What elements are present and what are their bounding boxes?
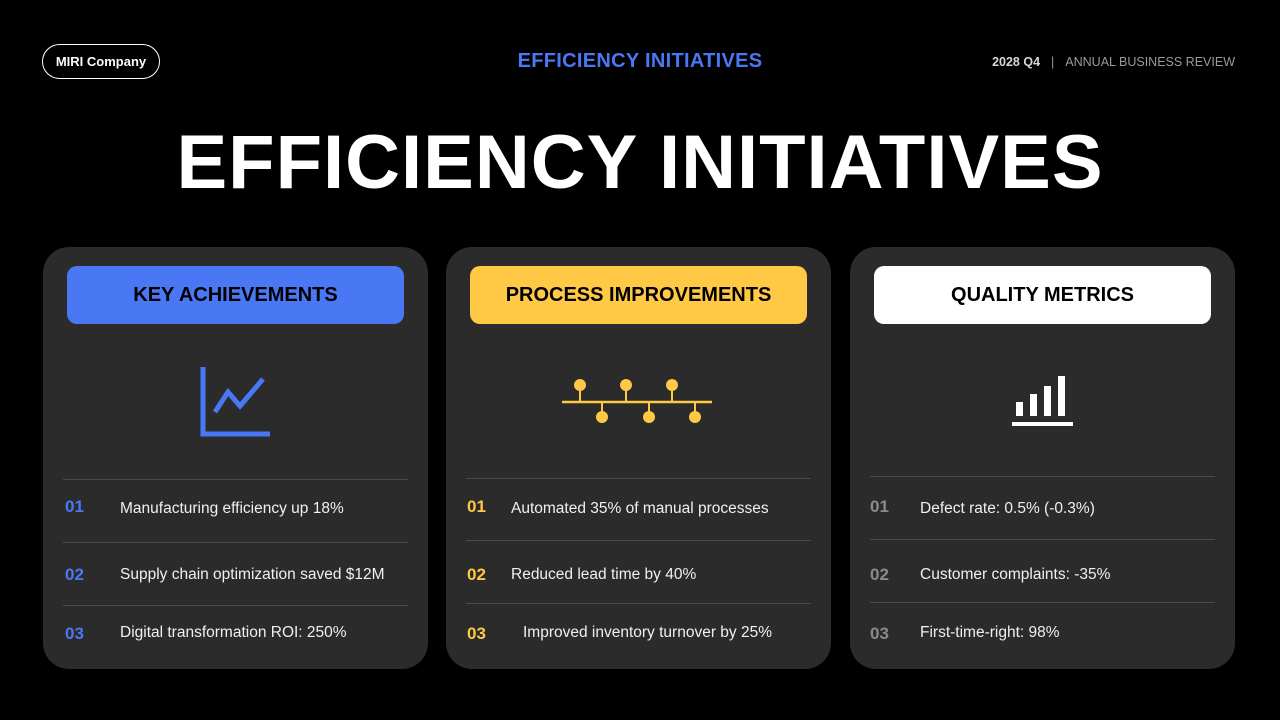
divider <box>870 476 1215 477</box>
header-separator: | <box>1051 55 1055 69</box>
review-label: ANNUAL BUSINESS REVIEW <box>1065 55 1235 69</box>
divider <box>466 478 811 479</box>
divider <box>870 602 1215 603</box>
header-meta: 2028 Q4 | ANNUAL BUSINESS REVIEW <box>992 55 1235 69</box>
item-number: 02 <box>467 565 486 584</box>
divider <box>466 603 811 604</box>
item-text: Improved inventory turnover by 25% <box>523 624 772 641</box>
item-number: 02 <box>870 565 889 584</box>
card-key-achievements: KEY ACHIEVEMENTS 01 Manufacturing effici… <box>43 247 428 669</box>
item-number: 01 <box>870 497 889 516</box>
divider <box>466 540 811 541</box>
header-section-title: EFFICIENCY INITIATIVES <box>517 50 763 72</box>
line-chart-icon <box>200 367 270 437</box>
divider <box>63 605 408 606</box>
item-number: 02 <box>65 565 84 584</box>
divider <box>63 542 408 543</box>
page-title: EFFICIENCY INITIATIVES <box>176 120 1104 205</box>
item-text: Reduced lead time by 40% <box>511 566 697 583</box>
card-title-key-achievements: KEY ACHIEVEMENTS <box>67 266 404 324</box>
item-text: First-time-right: 98% <box>920 624 1060 641</box>
period-label: 2028 Q4 <box>992 55 1041 69</box>
bar-chart-icon <box>1012 376 1073 426</box>
item-number: 03 <box>65 624 84 643</box>
divider <box>63 479 408 480</box>
item-number: 01 <box>65 497 84 516</box>
timeline-icon <box>562 379 712 423</box>
item-text: Manufacturing efficiency up 18% <box>120 500 344 517</box>
company-badge: MIRI Company <box>42 44 160 79</box>
card-process-improvements: PROCESS IMPROVEMENTS 01 Automated 35% of… <box>446 247 831 669</box>
item-number: 01 <box>467 497 486 516</box>
divider <box>870 539 1215 540</box>
item-text: Defect rate: 0.5% (-0.3%) <box>920 500 1095 517</box>
card-title-quality-metrics: QUALITY METRICS <box>874 266 1211 324</box>
item-number: 03 <box>870 624 889 643</box>
item-text: Supply chain optimization saved $12M <box>120 566 385 583</box>
card-title-process-improvements: PROCESS IMPROVEMENTS <box>470 266 807 324</box>
item-text: Automated 35% of manual processes <box>511 500 769 517</box>
item-text: Digital transformation ROI: 250% <box>120 624 347 641</box>
item-text: Customer complaints: -35% <box>920 566 1111 583</box>
card-quality-metrics: QUALITY METRICS 01 Defect rate: 0.5% (-0… <box>850 247 1235 669</box>
item-number: 03 <box>467 624 486 643</box>
